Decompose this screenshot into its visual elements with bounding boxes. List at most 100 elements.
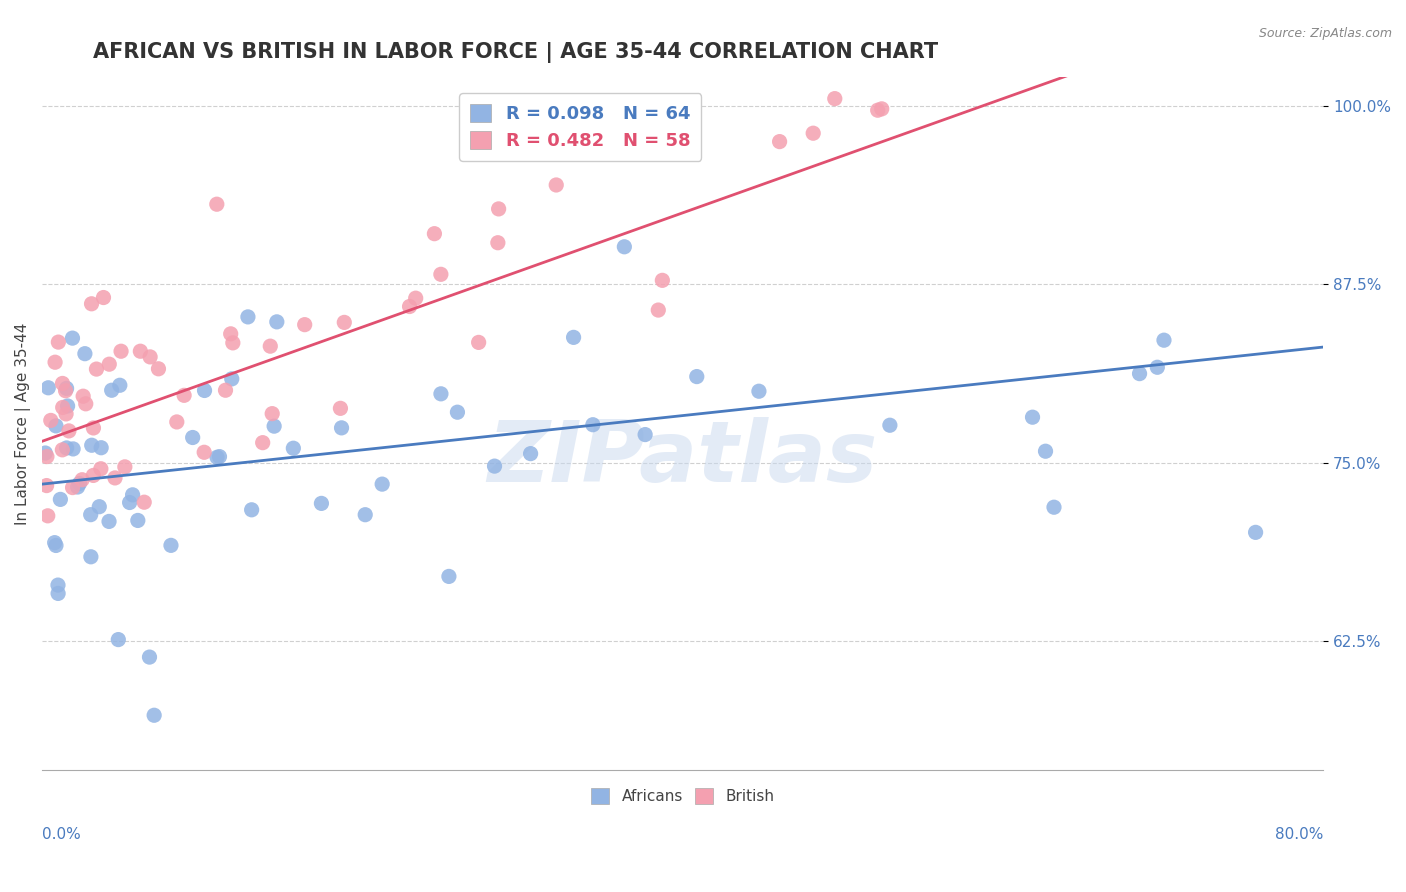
Point	[205, 197, 228, 211]
Point	[72, 389, 94, 403]
Point	[100, 383, 122, 397]
Point	[73, 346, 96, 360]
Point	[686, 369, 709, 384]
Point	[107, 632, 129, 647]
Point	[446, 405, 468, 419]
Point	[45, 418, 67, 433]
Point	[613, 240, 636, 254]
Point	[398, 300, 420, 314]
Point	[86, 362, 108, 376]
Point	[214, 383, 236, 397]
Point	[44, 535, 66, 549]
Point	[160, 538, 183, 552]
Point	[98, 515, 121, 529]
Point	[62, 442, 84, 456]
Point	[484, 459, 506, 474]
Point	[139, 350, 162, 364]
Point	[37, 381, 59, 395]
Point	[55, 381, 77, 395]
Point	[80, 438, 103, 452]
Point	[110, 344, 132, 359]
Point	[148, 361, 170, 376]
Point	[1128, 367, 1150, 381]
Text: Source: ZipAtlas.com: Source: ZipAtlas.com	[1258, 27, 1392, 40]
Point	[1244, 525, 1267, 540]
Point	[562, 330, 585, 344]
Point	[329, 401, 352, 416]
Point	[80, 297, 103, 311]
Text: AFRICAN VS BRITISH IN LABOR FORCE | AGE 35-44 CORRELATION CHART: AFRICAN VS BRITISH IN LABOR FORCE | AGE …	[93, 42, 938, 62]
Point	[1153, 333, 1175, 347]
Point	[519, 447, 541, 461]
Point	[34, 446, 56, 460]
Point	[824, 92, 846, 106]
Legend: Africans, British: Africans, British	[585, 782, 780, 811]
Point	[58, 424, 80, 438]
Point	[263, 419, 285, 434]
Point	[121, 488, 143, 502]
Point	[1043, 500, 1066, 515]
Point	[66, 480, 89, 494]
Point	[127, 513, 149, 527]
Point	[240, 503, 263, 517]
Point	[205, 450, 228, 465]
Point	[1021, 410, 1043, 425]
Point	[283, 442, 305, 456]
Point	[166, 415, 188, 429]
Point	[870, 102, 893, 116]
Point	[582, 417, 605, 432]
Point	[90, 441, 112, 455]
Point	[467, 335, 489, 350]
Point	[90, 462, 112, 476]
Point	[748, 384, 770, 399]
Point	[35, 478, 58, 492]
Point	[39, 413, 62, 427]
Point	[69, 476, 91, 491]
Point	[221, 372, 243, 386]
Point	[44, 355, 66, 369]
Point	[405, 291, 427, 305]
Point	[311, 496, 333, 510]
Point	[1146, 360, 1168, 375]
Text: 0.0%: 0.0%	[42, 827, 82, 842]
Point	[1035, 444, 1057, 458]
Point	[80, 549, 103, 564]
Point	[546, 178, 568, 192]
Point	[330, 421, 353, 435]
Point	[647, 303, 669, 318]
Point	[651, 273, 673, 287]
Point	[82, 468, 104, 483]
Point	[134, 495, 156, 509]
Point	[98, 357, 121, 371]
Point	[333, 315, 356, 329]
Point	[114, 459, 136, 474]
Point	[801, 126, 824, 140]
Point	[768, 135, 790, 149]
Point	[104, 471, 127, 485]
Point	[55, 384, 77, 398]
Point	[430, 268, 453, 282]
Point	[143, 708, 166, 723]
Point	[35, 450, 58, 464]
Point	[488, 202, 510, 216]
Point	[62, 481, 84, 495]
Point	[80, 508, 103, 522]
Point	[354, 508, 377, 522]
Point	[173, 388, 195, 402]
Point	[37, 508, 59, 523]
Point	[634, 427, 657, 442]
Point	[193, 384, 215, 398]
Point	[55, 441, 77, 455]
Point	[89, 500, 111, 514]
Point	[70, 473, 93, 487]
Point	[56, 399, 79, 413]
Point	[262, 407, 284, 421]
Point	[181, 430, 204, 444]
Point	[486, 235, 509, 250]
Point	[259, 339, 281, 353]
Point	[219, 326, 242, 341]
Point	[62, 331, 84, 345]
Y-axis label: In Labor Force | Age 35-44: In Labor Force | Age 35-44	[15, 322, 31, 524]
Point	[129, 344, 152, 359]
Point	[138, 650, 160, 665]
